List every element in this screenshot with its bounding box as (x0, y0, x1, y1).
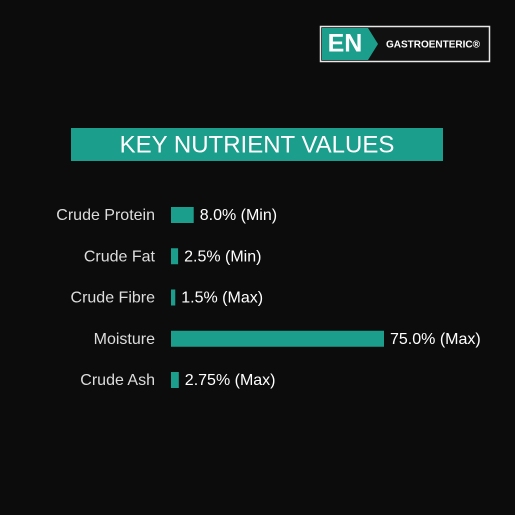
bar (171, 207, 194, 223)
category-label: Crude Fibre (71, 290, 156, 307)
bar (171, 289, 176, 306)
value-label: 1.5% (Max) (181, 290, 263, 307)
value-label: 2.75% (Max) (185, 372, 276, 389)
chart-title: KEY NUTRIENT VALUES (120, 131, 395, 158)
logo: EN GASTROENTERIC® (319, 25, 491, 63)
value-label: 75.0% (Max) (390, 331, 481, 348)
bar (171, 330, 384, 347)
value-label: 2.5% (Min) (184, 248, 261, 265)
bar (171, 248, 179, 265)
category-label: Crude Fat (84, 248, 156, 265)
logo-text: GASTROENTERIC® (386, 40, 481, 51)
category-label: Moisture (94, 331, 155, 348)
logo-badge (322, 28, 378, 60)
value-label: 8.0% (Min) (200, 207, 277, 224)
logo-badge-text: EN (328, 30, 363, 58)
category-label: Crude Protein (56, 207, 155, 224)
title-banner (71, 128, 443, 161)
category-label: Crude Ash (80, 372, 155, 389)
bar (171, 372, 179, 388)
